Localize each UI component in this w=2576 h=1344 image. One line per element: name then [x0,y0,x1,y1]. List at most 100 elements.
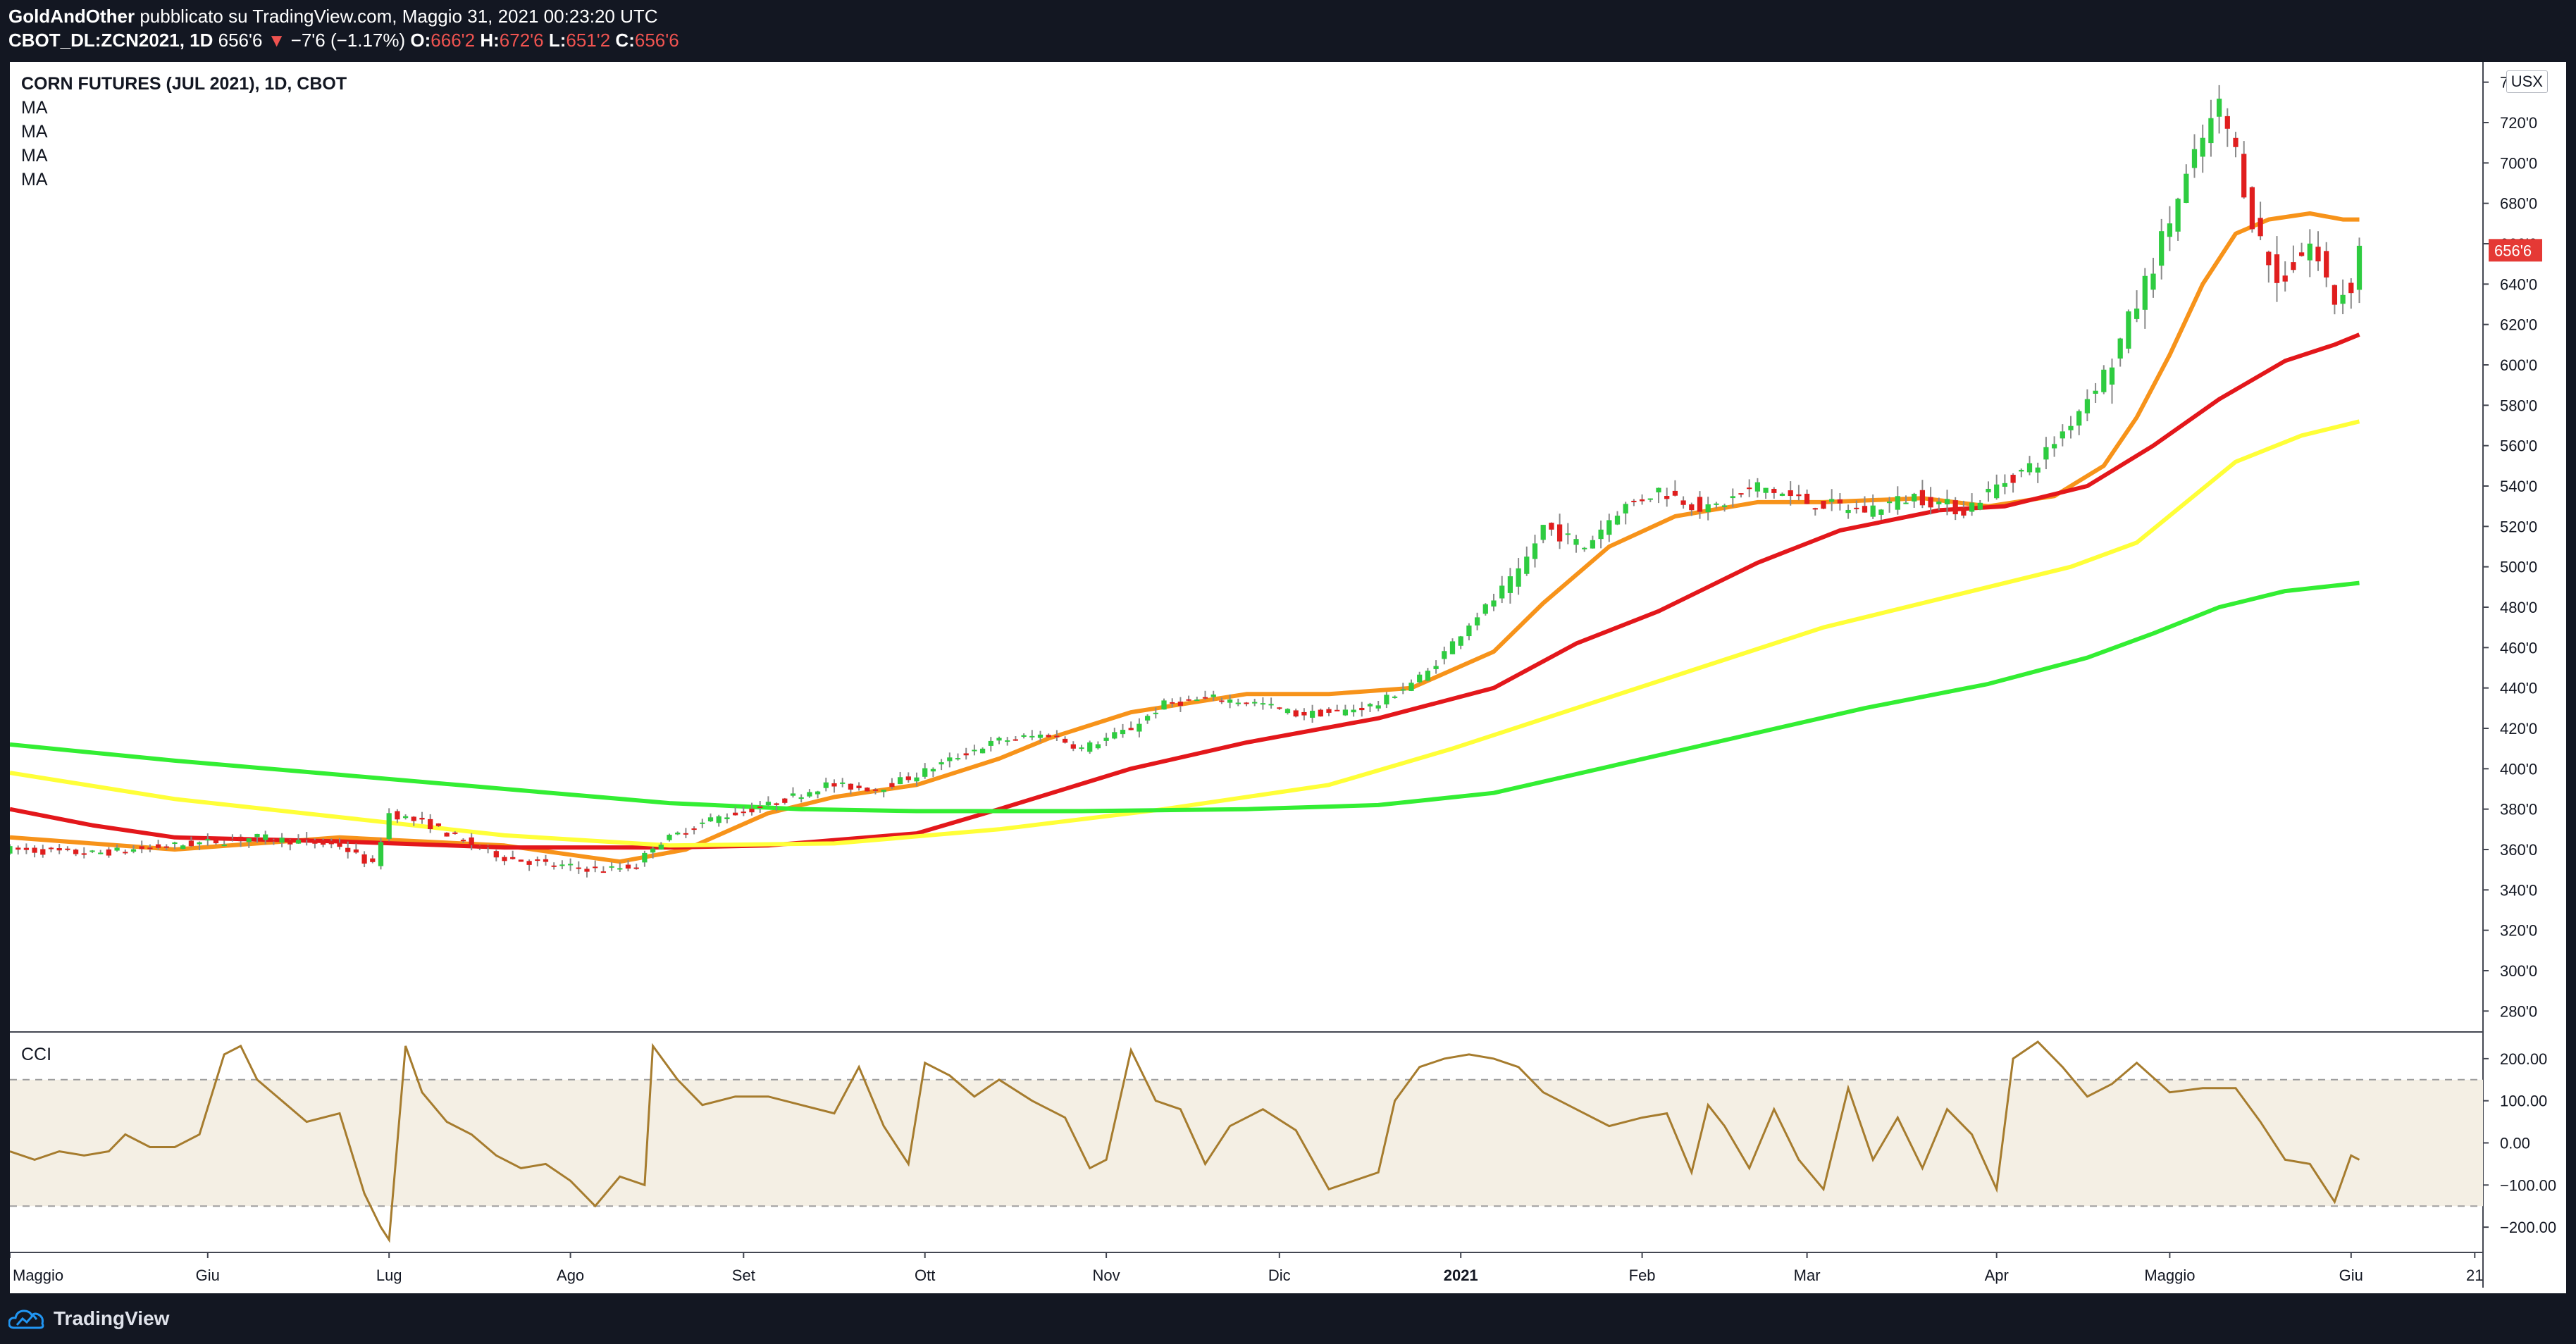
ma-line-3 [9,419,2360,848]
candle-body [1442,651,1447,659]
candle-body [939,762,944,765]
candle-body [2117,338,2123,359]
price-tick-label: 380'0 [2500,801,2537,819]
cci-pane [9,1040,2483,1243]
ma-line-1 [9,211,2360,864]
cci-line [9,1040,2360,1243]
candle-body [1532,543,1538,559]
candle-body [263,834,268,840]
candle-body [889,783,895,788]
candle-body [395,811,400,820]
candle-body [1714,503,1719,505]
candle-body [452,832,458,834]
candle-body [1029,735,1035,738]
candle-body [774,803,779,805]
last-price-badge [2489,239,2542,262]
candle-body [73,850,79,854]
candle-body [650,848,656,853]
candle-body [1664,496,1670,499]
legend-ma-3[interactable]: MA [21,146,48,166]
candle-body [600,871,607,873]
candle-body [1779,493,1785,496]
candle-body [1112,732,1117,739]
candle-body [2043,447,2049,460]
legend-ma-4[interactable]: MA [21,170,48,189]
cci-legend-label[interactable]: CCI [21,1045,52,1064]
candle-body [386,813,392,839]
candle-body [139,846,144,850]
currency-badge[interactable]: USX [2506,70,2548,93]
candle-body [963,753,969,756]
publish-line: GoldAndOther pubblicato su TradingView.c… [8,6,658,27]
candle-body [1928,497,1933,508]
candle-body [782,798,788,803]
candle-body [1549,523,1554,530]
candle-body [2184,173,2189,203]
candle-body [1219,700,1225,702]
legend-ma-1[interactable]: MA [21,98,48,118]
candle-body [1128,728,1134,730]
price-tick-label: 360'0 [2500,841,2537,859]
price-tick-label: 460'0 [2500,639,2537,657]
candle-body [1474,617,1480,626]
candle-body [1969,502,1975,512]
candle-body [707,817,714,822]
candle-body [1705,504,1711,513]
candle-body [1986,488,1991,492]
candle-body [1738,493,1744,495]
candle-body [1153,712,1158,714]
candle-body [40,849,46,855]
candle-body [1680,500,1686,505]
tradingview-logo[interactable]: TradingView [8,1303,169,1334]
candle-body [1079,747,1084,749]
time-tick-label: Feb [1629,1267,1656,1284]
last-price: 656'6 [218,30,263,51]
candle-body [2298,252,2305,256]
candle-body [2291,262,2296,270]
candle-body [2258,218,2263,237]
candle-body [1656,487,1661,493]
candle-body [213,840,219,844]
candle-body [1491,600,1497,607]
candle-body [2019,469,2024,472]
candle-body [2076,411,2082,426]
legend-title: CORN FUTURES (JUL 2021), 1D, CBOT [21,74,347,94]
candle-body [757,806,763,808]
candle-body [2233,137,2238,147]
candle-body [2249,187,2255,230]
candle-body [2315,247,2321,262]
chart-area[interactable]: 280'0 300'0 320'0 340'0 360'0 380'0 400'0 420'0… [7,62,2566,1293]
candle-body [188,840,194,847]
candle-body [2159,231,2165,266]
candle-body [1771,489,1777,493]
candle-body [1433,666,1439,669]
candle-body [1260,703,1266,705]
candle-body [551,865,557,867]
candle-body [1170,702,1175,704]
chart-svg[interactable]: 280'0 300'0 320'0 340'0 360'0 380'0 400'0 420'0… [7,62,2566,1293]
candle-body [1375,705,1381,709]
open-value: 666'2 [431,30,476,51]
candle-body [493,851,499,858]
candle-body [1944,499,1950,505]
ma-line-4 [9,580,2360,814]
candle-body [535,859,540,861]
time-tick-label: Dic [1268,1267,1291,1284]
author-name[interactable]: GoldAndOther [8,6,135,27]
candle-body [1466,626,1472,637]
candle-body [1335,709,1340,711]
candle-body [221,845,227,847]
candle-body [2216,99,2222,117]
candle-body [485,845,491,847]
legend-ma-2[interactable]: MA [21,122,48,142]
candle-body [254,833,260,838]
candle-body [2224,116,2230,129]
candle-body [1639,499,1645,502]
candle-body [271,840,277,842]
candle-body [2332,285,2338,305]
candle-body [197,842,202,845]
time-tick-label: Set [732,1267,755,1284]
candle-body [1862,506,1868,513]
candle-body [790,793,796,796]
candle-body [1425,671,1431,681]
